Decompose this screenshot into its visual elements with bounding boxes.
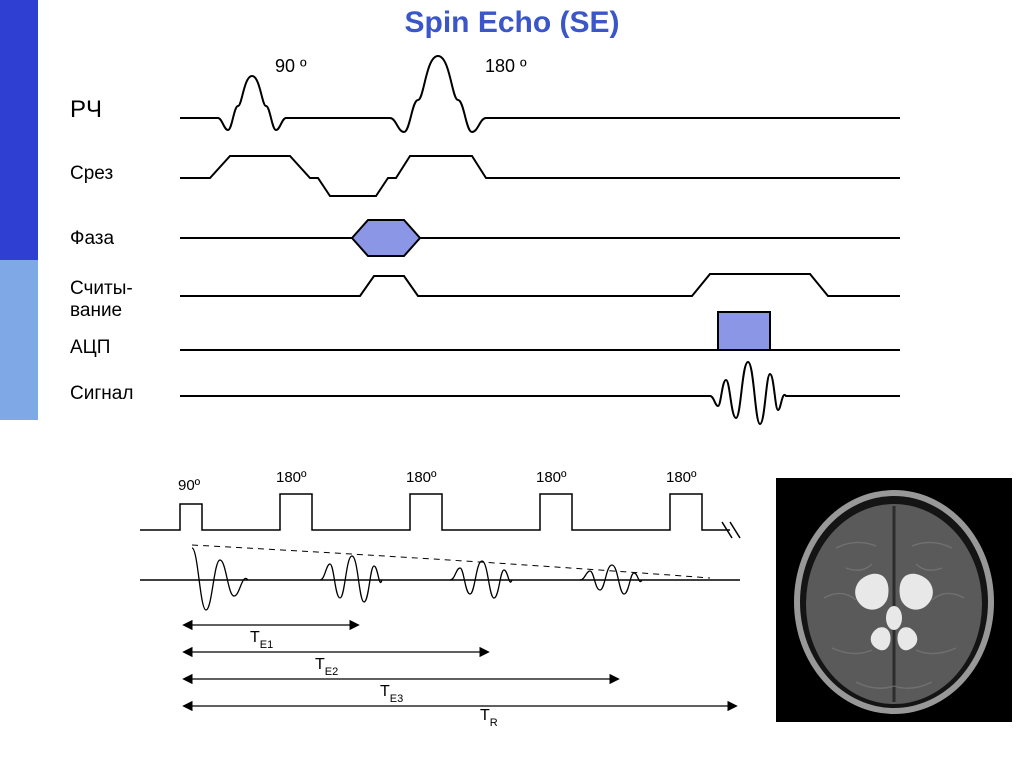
sidebar-segment-3 — [0, 420, 38, 767]
svg-text:180º: 180º — [276, 469, 307, 486]
svg-text:TR: TR — [480, 707, 498, 729]
page-title: Spin Echo (SE) — [0, 6, 1024, 40]
mri-brain-image — [776, 478, 1012, 722]
svg-text:90º: 90º — [178, 477, 201, 494]
pulse-sequence-svg — [70, 48, 910, 418]
svg-text:180º: 180º — [406, 469, 437, 486]
multi-echo-diagram: 90º 180º 180º 180º 180º — [120, 460, 750, 720]
sidebar-segment-2 — [0, 260, 38, 420]
svg-text:TE1: TE1 — [250, 629, 273, 651]
svg-text:180º: 180º — [536, 469, 567, 486]
left-sidebar — [0, 0, 38, 767]
pulse-sequence-diagram: 90 º 180 º РЧ Срез Фаза Считы- вание АЦП… — [70, 48, 910, 418]
svg-text:180º: 180º — [666, 469, 697, 486]
svg-text:TE3: TE3 — [380, 683, 403, 705]
mri-brain-svg — [776, 478, 1012, 722]
multi-echo-svg: 90º 180º 180º 180º 180º — [120, 460, 750, 720]
svg-text:TE2: TE2 — [315, 656, 338, 678]
